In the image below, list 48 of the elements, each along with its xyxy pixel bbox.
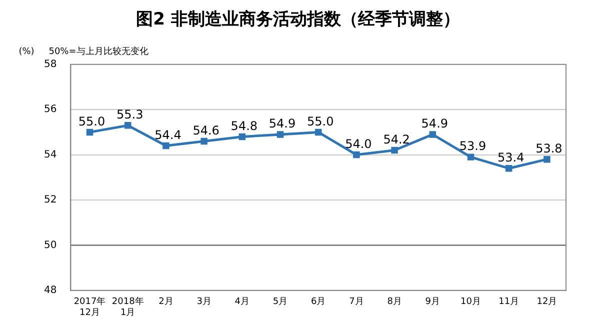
x-tick-label: 10月 — [460, 297, 481, 308]
x-tick-label: 2017年 12月 — [74, 296, 106, 318]
point — [544, 156, 550, 163]
x-tick-label: 6月 — [310, 297, 326, 308]
text: 54.6 — [192, 123, 220, 138]
y-tick-label: 58 — [44, 58, 57, 70]
y-axis-title: (%) — [18, 47, 34, 58]
point — [124, 122, 132, 129]
y-tick-label: 52 — [44, 194, 57, 206]
point — [238, 133, 246, 140]
text: 55.0 — [78, 114, 106, 128]
point — [391, 146, 398, 154]
point — [276, 131, 284, 138]
text: 54.8 — [230, 118, 258, 133]
text: 53.9 — [459, 139, 486, 154]
text: 50%=与上月比较无变化 — [48, 46, 148, 58]
point — [467, 154, 474, 160]
x-tick-label: 2018年 1月 — [112, 296, 144, 318]
text: 53.4 — [497, 150, 524, 164]
x-tick-label: 11月 — [498, 297, 520, 308]
text: 54.2 — [383, 132, 410, 146]
text: 55.0 — [307, 114, 334, 128]
x-tick-label: 5月 — [272, 297, 288, 308]
x-tick-label: 9月 — [425, 297, 440, 308]
text: 54.4 — [154, 128, 182, 142]
text: 54.9 — [268, 116, 296, 131]
point — [162, 142, 170, 150]
point — [314, 128, 322, 136]
chart-title: 图2 非制造业商务活动指数（经季节调整） — [136, 10, 460, 30]
point — [353, 151, 360, 158]
point — [505, 164, 512, 172]
text: 54.0 — [345, 136, 372, 151]
point — [429, 131, 436, 138]
x-tick-label: 7月 — [349, 297, 364, 308]
x-tick-label: 4月 — [234, 297, 250, 308]
y-tick-label: 54 — [44, 149, 57, 160]
x-tick-label: 12月 — [536, 297, 558, 308]
text: 54.9 — [421, 116, 448, 131]
y-tick-label: 48 — [44, 284, 57, 296]
text: 53.8 — [536, 141, 562, 156]
y-tick-label: 50 — [44, 240, 57, 251]
text: 55.3 — [116, 108, 144, 122]
point — [200, 138, 208, 145]
point — [86, 128, 94, 136]
x-tick-label: 3月 — [196, 297, 212, 308]
x-tick-label: 2月 — [158, 297, 174, 308]
y-tick-label: 56 — [44, 104, 57, 116]
x-tick-label: 8月 — [387, 297, 402, 308]
